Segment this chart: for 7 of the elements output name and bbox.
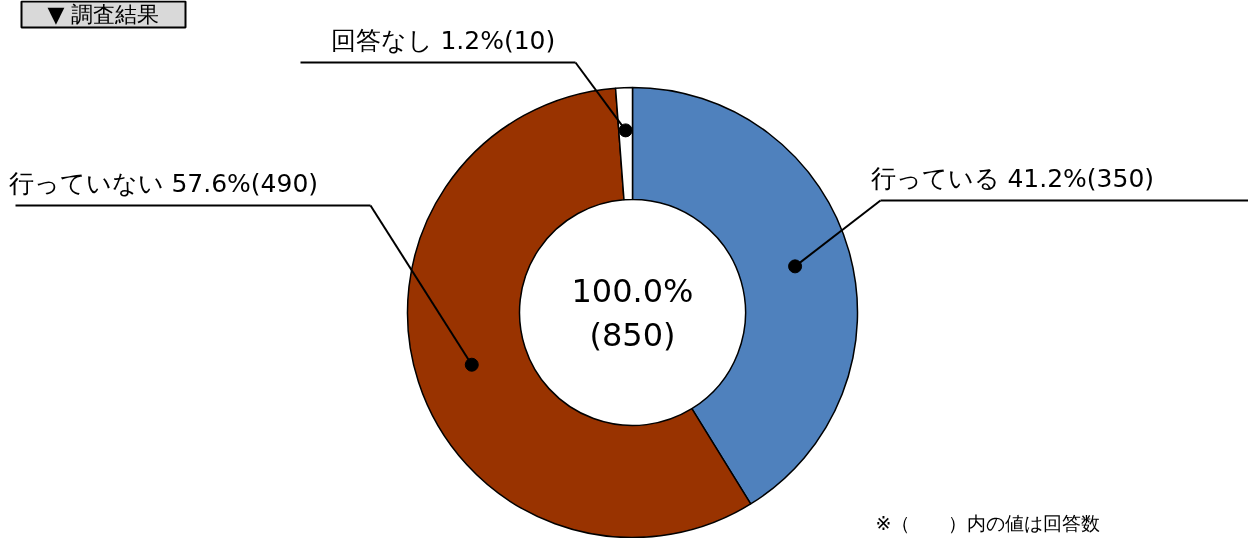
chart-title: ▼ 調査結果 [47, 2, 160, 27]
slice-label: 行っていない 57.6%(490) [8, 168, 319, 198]
text: 100.0% [571, 271, 694, 310]
text: ※（ ）内の値は回答数 [875, 511, 1101, 534]
text: (850) [589, 315, 676, 354]
slice-label: 行っている 41.2%(350) [870, 163, 1155, 193]
slice-label: 回答なし 1.2%(10) [330, 25, 556, 55]
